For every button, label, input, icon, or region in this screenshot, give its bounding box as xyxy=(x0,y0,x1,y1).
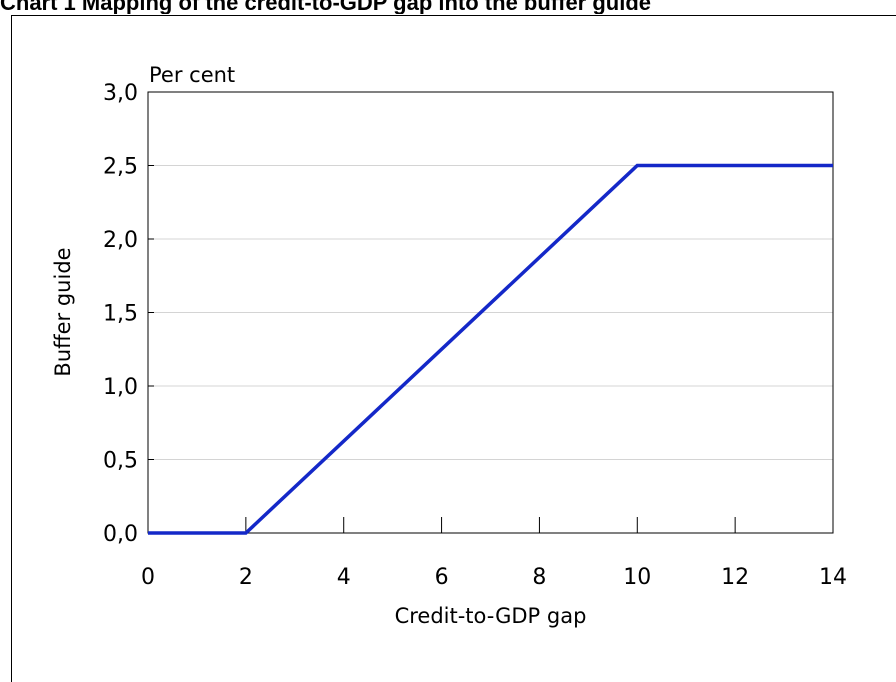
x-tick-label: 6 xyxy=(435,565,449,590)
y-tick-label: 1,0 xyxy=(103,375,138,400)
x-tick-label: 4 xyxy=(337,565,351,590)
x-tick-label: 12 xyxy=(721,565,749,590)
y-tick-label: 0,0 xyxy=(103,522,138,547)
y-tick-label: 0,5 xyxy=(103,449,138,474)
y-axis-label: Buffer guide xyxy=(51,247,75,376)
x-tick-label: 14 xyxy=(819,565,847,590)
chart-title: Chart 1 Mapping of the credit-to-GDP gap… xyxy=(0,0,652,14)
x-tick-label: 0 xyxy=(141,565,155,590)
grid-lines xyxy=(148,165,833,460)
series-line xyxy=(148,163,833,535)
y-unit-label: Per cent xyxy=(149,63,235,87)
x-tick-label: 8 xyxy=(532,565,546,590)
axis-ticks xyxy=(148,91,736,534)
y-tick-label: 3,0 xyxy=(103,81,138,106)
x-tick-label: 10 xyxy=(623,565,651,590)
y-tick-label: 2,0 xyxy=(103,228,138,253)
y-tick-label: 1,5 xyxy=(103,302,138,327)
series-layer xyxy=(148,163,833,535)
tick-labels: 0,0 0,5 1,0 1,5 2,0 2,5 3,0 0 2 4 6 8 10 12 14 xyxy=(103,81,847,590)
x-axis-label: Credit-to-GDP gap xyxy=(395,604,587,628)
chart-frame xyxy=(11,15,896,682)
y-tick-label: 2,5 xyxy=(103,155,138,180)
x-tick-label: 2 xyxy=(239,565,253,590)
